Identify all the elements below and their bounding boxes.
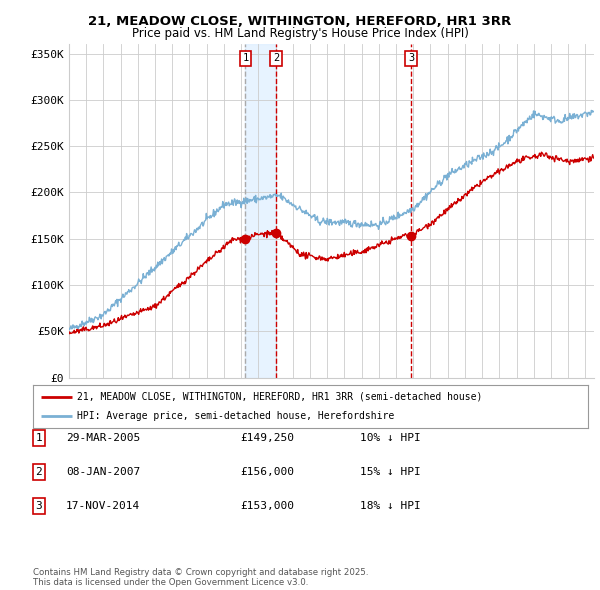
Text: £149,250: £149,250 — [240, 433, 294, 442]
Bar — [245, 44, 276, 378]
Text: 10% ↓ HPI: 10% ↓ HPI — [360, 433, 421, 442]
Text: Price paid vs. HM Land Registry's House Price Index (HPI): Price paid vs. HM Land Registry's House … — [131, 27, 469, 40]
Text: 17-NOV-2014: 17-NOV-2014 — [66, 502, 140, 511]
Text: 15% ↓ HPI: 15% ↓ HPI — [360, 467, 421, 477]
Text: Contains HM Land Registry data © Crown copyright and database right 2025.
This d: Contains HM Land Registry data © Crown c… — [33, 568, 368, 587]
Text: 08-JAN-2007: 08-JAN-2007 — [66, 467, 140, 477]
Text: 2: 2 — [273, 53, 279, 63]
Text: 21, MEADOW CLOSE, WITHINGTON, HEREFORD, HR1 3RR: 21, MEADOW CLOSE, WITHINGTON, HEREFORD, … — [88, 15, 512, 28]
Text: 29-MAR-2005: 29-MAR-2005 — [66, 433, 140, 442]
Text: 18% ↓ HPI: 18% ↓ HPI — [360, 502, 421, 511]
Text: 3: 3 — [35, 502, 43, 511]
Text: 2: 2 — [35, 467, 43, 477]
Text: £153,000: £153,000 — [240, 502, 294, 511]
Text: 3: 3 — [408, 53, 415, 63]
Text: 21, MEADOW CLOSE, WITHINGTON, HEREFORD, HR1 3RR (semi-detached house): 21, MEADOW CLOSE, WITHINGTON, HEREFORD, … — [77, 392, 483, 402]
Text: HPI: Average price, semi-detached house, Herefordshire: HPI: Average price, semi-detached house,… — [77, 411, 395, 421]
Text: 1: 1 — [35, 433, 43, 442]
Text: £156,000: £156,000 — [240, 467, 294, 477]
Text: 1: 1 — [242, 53, 248, 63]
